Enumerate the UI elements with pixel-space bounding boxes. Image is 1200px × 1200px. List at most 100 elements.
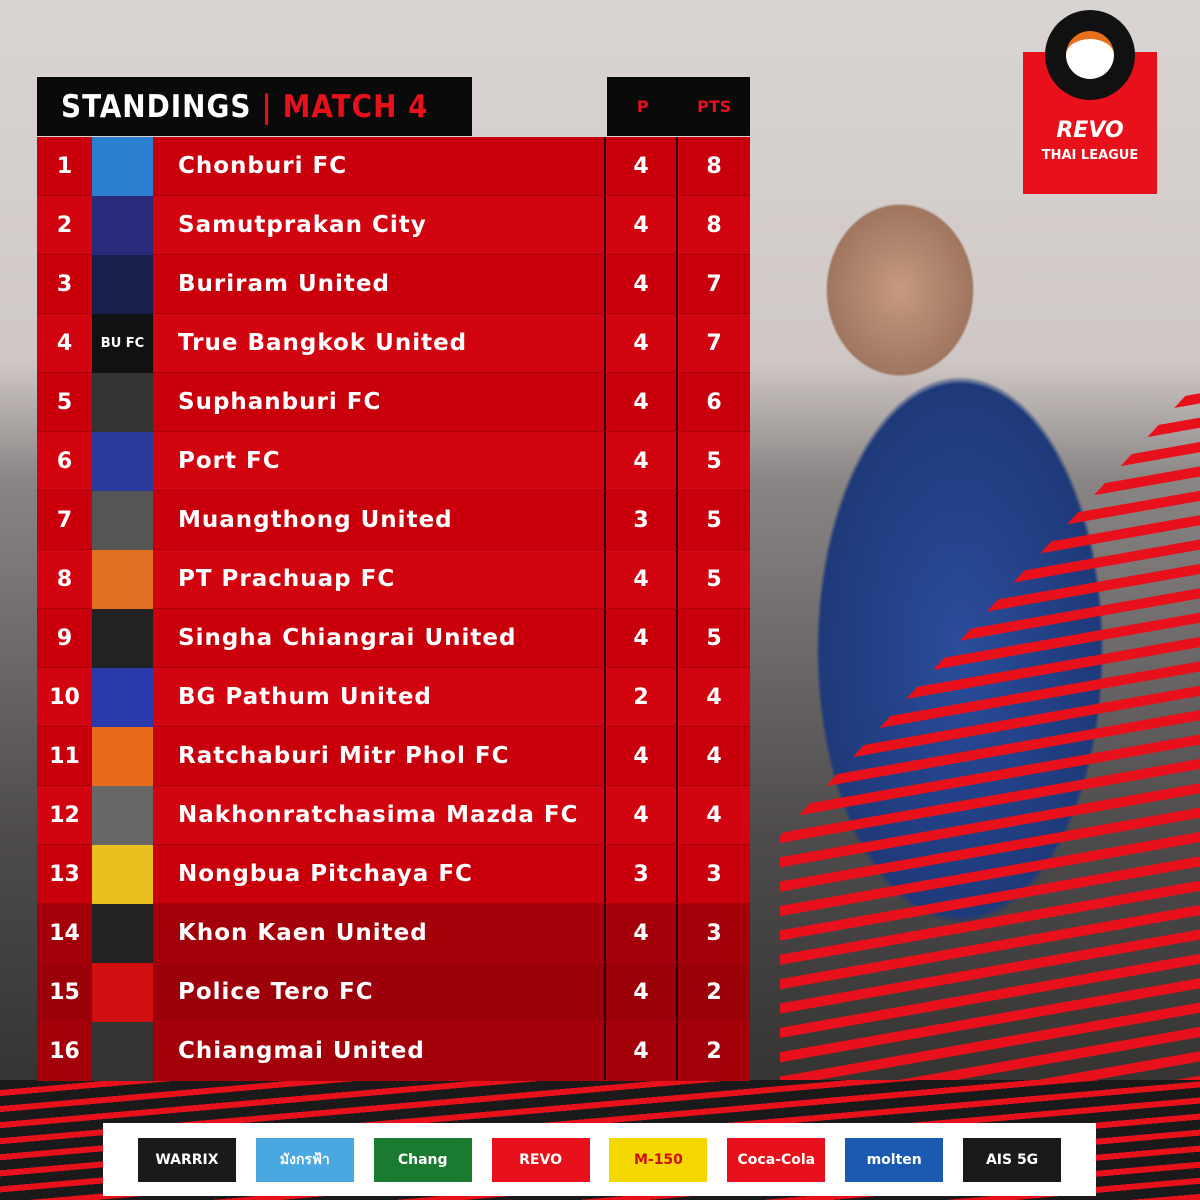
position: 9 <box>56 625 73 651</box>
team-logo-icon: BU FC <box>92 313 153 373</box>
points: 3 <box>706 861 722 887</box>
table-row: 8 PT Prachuap FC 4 5 <box>37 549 750 609</box>
position: 6 <box>56 448 73 474</box>
table-row: 3 Buriram United 4 7 <box>37 254 750 314</box>
team-name: Nakhonratchasima Mazda FC <box>153 786 606 844</box>
played: 4 <box>606 255 678 313</box>
column-headers: P PTS <box>607 77 750 136</box>
sponsor-logo: AIS 5G <box>963 1137 1062 1182</box>
title: STANDINGS <box>61 88 252 125</box>
team-logo-icon <box>92 549 153 609</box>
table-row: 16 Chiangmai United 4 2 <box>37 1021 750 1081</box>
table-row: 2 Samutprakan City 4 8 <box>37 195 750 255</box>
played: 4 <box>606 196 678 254</box>
table-row: 1 Chonburi FC 4 8 <box>37 136 750 196</box>
position: 10 <box>49 684 80 710</box>
played: 4 <box>606 1022 678 1080</box>
team-name: Port FC <box>153 432 606 490</box>
table-row: 11 Ratchaburi Mitr Phol FC 4 4 <box>37 726 750 786</box>
table-row: 13 Nongbua Pitchaya FC 3 3 <box>37 844 750 904</box>
sponsor-bar: WARRIX มังกรฟ้า Chang REVO M-150 Coca-Cola mol… <box>103 1123 1096 1196</box>
table-row: 15 Police Tero FC 4 2 <box>37 962 750 1022</box>
sponsor-logo: molten <box>845 1137 944 1182</box>
sponsor-logo: REVO <box>491 1137 590 1182</box>
team-logo-icon <box>92 608 153 668</box>
points: 7 <box>706 271 722 297</box>
col-played: P <box>636 97 649 116</box>
team-logo-icon <box>92 254 153 314</box>
team-name: Samutprakan City <box>153 196 606 254</box>
position: 13 <box>49 861 80 887</box>
played: 3 <box>606 845 678 903</box>
points: 2 <box>706 1038 722 1064</box>
team-name: Buriram United <box>153 255 606 313</box>
played: 4 <box>606 786 678 844</box>
position: 12 <box>49 802 80 828</box>
table-row: 6 Port FC 4 5 <box>37 431 750 491</box>
team-logo-icon <box>92 431 153 491</box>
team-logo-icon <box>92 1021 153 1081</box>
table-row: 4 BU FC True Bangkok United 4 7 <box>37 313 750 373</box>
team-name: Police Tero FC <box>153 963 606 1021</box>
sponsor-logo: Coca-Cola <box>727 1137 826 1182</box>
team-logo-icon <box>92 785 153 845</box>
team-name: BG Pathum United <box>153 668 606 726</box>
team-name: Suphanburi FC <box>153 373 606 431</box>
team-logo-icon <box>92 667 153 727</box>
position: 5 <box>56 389 73 415</box>
team-name: Muangthong United <box>153 491 606 549</box>
position: 3 <box>56 271 73 297</box>
team-logo-icon <box>92 903 153 963</box>
sponsor-logo: M-150 <box>609 1137 708 1182</box>
standings-header: STANDINGS | MATCH 4 <box>37 77 472 136</box>
points: 7 <box>706 330 722 356</box>
points: 4 <box>706 743 722 769</box>
team-name: Singha Chiangrai United <box>153 609 606 667</box>
points: 3 <box>706 920 722 946</box>
points: 5 <box>706 566 722 592</box>
team-logo-icon <box>92 962 153 1022</box>
points: 8 <box>706 153 722 179</box>
team-name: Ratchaburi Mitr Phol FC <box>153 727 606 785</box>
played: 4 <box>606 904 678 962</box>
table-row: 14 Khon Kaen United 4 3 <box>37 903 750 963</box>
position: 15 <box>49 979 80 1005</box>
points: 2 <box>706 979 722 1005</box>
subtitle: MATCH 4 <box>282 88 429 125</box>
points: 5 <box>706 448 722 474</box>
team-logo-icon <box>92 136 153 196</box>
table-row: 12 Nakhonratchasima Mazda FC 4 4 <box>37 785 750 845</box>
played: 4 <box>606 137 678 195</box>
team-logo-icon <box>92 844 153 904</box>
sponsor-logo: Chang <box>373 1137 472 1182</box>
team-name: Nongbua Pitchaya FC <box>153 845 606 903</box>
league-logo: REVO THAI LEAGUE <box>1023 10 1157 194</box>
team-name: Chonburi FC <box>153 137 606 195</box>
position: 4 <box>56 330 73 356</box>
team-name: Chiangmai United <box>153 1022 606 1080</box>
team-name: Khon Kaen United <box>153 904 606 962</box>
team-name: PT Prachuap FC <box>153 550 606 608</box>
table-row: 9 Singha Chiangrai United 4 5 <box>37 608 750 668</box>
league-emblem-icon <box>1045 10 1135 100</box>
brand-name: REVO <box>1056 118 1124 143</box>
title-separator: | <box>261 88 273 125</box>
played: 4 <box>606 432 678 490</box>
points: 4 <box>706 802 722 828</box>
team-logo-text: BU FC <box>100 335 145 351</box>
played: 4 <box>606 550 678 608</box>
position: 1 <box>56 153 73 179</box>
points: 6 <box>706 389 722 415</box>
played: 2 <box>606 668 678 726</box>
points: 5 <box>706 625 722 651</box>
sponsor-logo: มังกรฟ้า <box>255 1137 354 1182</box>
league-name: THAI LEAGUE <box>1041 148 1139 163</box>
position: 16 <box>49 1038 80 1064</box>
position: 2 <box>56 212 73 238</box>
points: 5 <box>706 507 722 533</box>
position: 11 <box>49 743 80 769</box>
position: 14 <box>49 920 80 946</box>
played: 4 <box>606 963 678 1021</box>
points: 4 <box>706 684 722 710</box>
